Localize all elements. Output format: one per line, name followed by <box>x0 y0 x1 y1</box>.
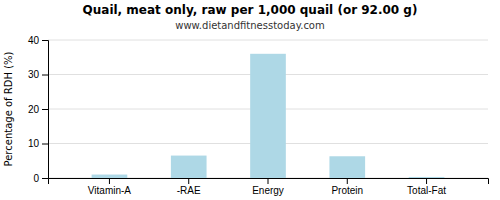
title: Quail, meat only, raw per 1,000 quail (o… <box>83 3 418 17</box>
x-tick: Protein <box>331 178 363 196</box>
y-tick-mark <box>42 40 48 41</box>
y-axis: 0 10 20 30 40 <box>28 35 49 184</box>
y-tick-mark <box>42 178 48 179</box>
y-tick: 0 <box>33 173 48 184</box>
y-tick: 40 <box>28 35 48 46</box>
x-tick: -RAE <box>177 178 201 196</box>
x-tick: Total-Fat <box>407 178 446 196</box>
bar <box>250 54 286 178</box>
x-tick-mark <box>109 178 110 184</box>
x-tick-mark <box>347 178 348 184</box>
y-tick-label: 20 <box>28 104 40 115</box>
y-tick: 10 <box>28 138 48 149</box>
x-tick-mark <box>188 178 189 184</box>
chart-svg: 0 10 20 30 40 Vitamin-A -RAE Energy Protein Total… <box>0 0 500 200</box>
x-tick-label: -RAE <box>177 185 201 196</box>
x-tick-mark <box>426 178 427 184</box>
grid-line <box>48 40 488 41</box>
y-tick-label: 40 <box>28 35 40 46</box>
y-axis-title: Percentage of RDH (%) <box>3 51 14 166</box>
y-axis-line <box>42 41 49 179</box>
bar <box>92 175 128 178</box>
grid <box>48 40 488 178</box>
x-tick-mark <box>268 178 269 184</box>
x-axis: Vitamin-A -RAE Energy Protein Total-Fat <box>49 178 489 196</box>
y-tick: 20 <box>28 104 48 115</box>
bars <box>92 54 445 178</box>
x-tick-label: Total-Fat <box>407 185 446 196</box>
y-tick-mark <box>42 75 48 76</box>
y-tick: 30 <box>28 69 48 80</box>
y-tick-label: 0 <box>33 173 39 184</box>
x-tick: Vitamin-A <box>88 178 131 196</box>
bar <box>409 177 445 178</box>
subtitle: www.dietandfitnesstoday.com <box>175 20 324 31</box>
y-tick-label: 30 <box>28 69 40 80</box>
x-tick: Energy <box>252 178 284 196</box>
y-tick-mark <box>42 109 48 110</box>
x-tick-label: Vitamin-A <box>88 185 131 196</box>
bar <box>329 156 365 178</box>
x-axis-line <box>49 179 489 185</box>
plot: 0 10 20 30 40 Vitamin-A -RAE Energy Protein Total… <box>28 35 489 196</box>
x-tick-label: Protein <box>331 185 363 196</box>
x-tick-label: Energy <box>252 185 284 196</box>
bar <box>171 156 207 178</box>
y-tick-mark <box>42 144 48 145</box>
y-tick-label: 10 <box>28 138 40 149</box>
